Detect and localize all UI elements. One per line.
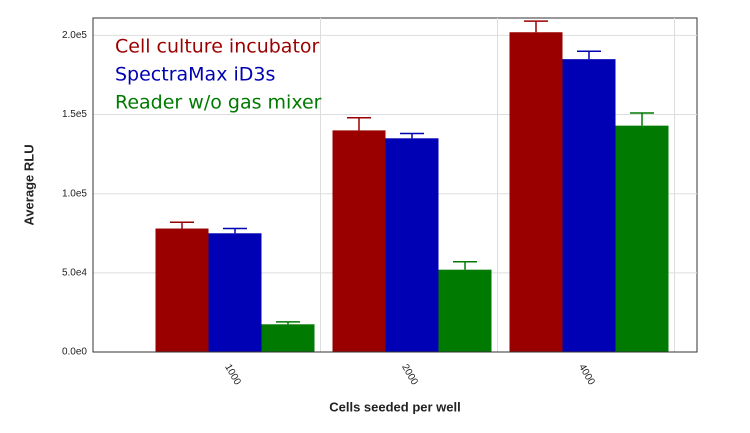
y-tick-label: 5.0e4 [62,267,87,278]
error-bar [453,261,477,270]
error-bar [577,50,601,60]
x-axis-title: Cells seeded per well [329,399,461,414]
x-tick-label: 2000 [399,362,420,387]
legend-entry: SpectraMax iD3s [115,64,275,86]
y-tick-label: 1.5e5 [62,109,87,120]
y-axis-title: Average RLU [21,144,36,225]
bar [261,324,315,352]
x-tick-label: 4000 [576,362,597,387]
bar [562,59,616,352]
bar [509,32,563,352]
error-bar [630,112,654,126]
y-tick-label: 2.0e5 [62,30,87,41]
error-bar [170,221,194,229]
error-bar [276,321,300,325]
bar [385,138,439,352]
y-tick-label: 0.0e0 [62,347,87,358]
bar [332,130,386,352]
bar [208,233,262,352]
x-tick-label: 1000 [222,362,243,387]
bar [438,269,492,352]
error-bar [524,20,548,33]
error-bar [400,132,424,139]
y-tick-label: 1.0e5 [62,188,87,199]
legend-entry: Cell culture incubator [115,36,320,58]
error-bar [347,116,371,131]
error-bar [223,227,247,234]
legend-entry: Reader w/o gas mixer [115,92,322,114]
bar [615,125,669,353]
bar [155,228,209,352]
